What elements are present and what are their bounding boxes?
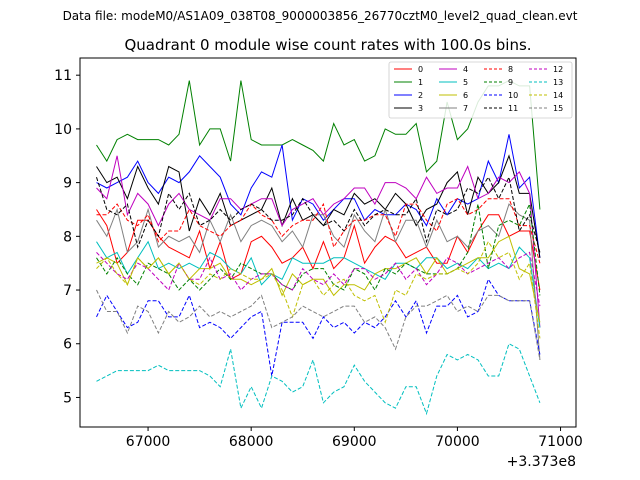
y-tick-label: 6 [63, 337, 72, 353]
series-line-10 [96, 278, 541, 377]
legend-label-0: 0 [418, 65, 423, 74]
series-line-3 [96, 154, 541, 258]
series-line-11 [96, 175, 541, 253]
legend-label-15: 15 [553, 104, 563, 113]
series-line-1 [96, 80, 541, 210]
series-layer [96, 80, 541, 416]
legend-label-13: 13 [553, 78, 563, 87]
legend-label-2: 2 [418, 91, 423, 100]
chart-suptitle: Data file: modeM0/AS1A09_038T08_90000038… [63, 9, 578, 23]
x-tick-label: 69000 [332, 434, 377, 450]
legend-label-10: 10 [508, 91, 518, 100]
series-line-15 [96, 289, 541, 360]
y-tick-label: 5 [63, 390, 72, 406]
legend-label-12: 12 [553, 65, 563, 74]
legend-label-14: 14 [553, 91, 563, 100]
x-tick-label: 71000 [538, 434, 583, 450]
plot-frame [79, 57, 577, 428]
legend-label-1: 1 [418, 78, 423, 87]
y-tick-label: 8 [63, 229, 72, 245]
y-tick-label: 9 [63, 176, 72, 192]
series-line-0 [96, 209, 541, 291]
legend-label-5: 5 [463, 78, 468, 87]
legend-label-6: 6 [463, 91, 468, 100]
legend-label-4: 4 [463, 65, 468, 74]
legend-frame [388, 61, 573, 119]
y-tick-label: 7 [63, 283, 72, 299]
series-line-14 [96, 240, 541, 339]
series-line-4 [96, 155, 541, 328]
legend-label-8: 8 [508, 65, 513, 74]
series-line-5 [96, 240, 541, 328]
y-tick-label: 10 [54, 122, 72, 138]
series-line-8 [96, 198, 541, 264]
x-offset-label: +3.373e8 [507, 454, 576, 470]
x-tick-label: 70000 [435, 434, 480, 450]
x-tick-label: 67000 [126, 434, 171, 450]
x-tick-label: 68000 [229, 434, 274, 450]
y-tick-label: 11 [54, 68, 72, 84]
legend-label-9: 9 [508, 78, 513, 87]
series-line-2 [96, 134, 541, 258]
series-line-13 [96, 342, 541, 416]
legend-label-11: 11 [508, 104, 518, 113]
chart-title: Quadrant 0 module wise count rates with … [124, 36, 531, 54]
series-line-7 [96, 203, 541, 360]
legend-label-7: 7 [463, 104, 468, 113]
legend-label-3: 3 [418, 104, 423, 113]
series-line-9 [96, 202, 541, 296]
